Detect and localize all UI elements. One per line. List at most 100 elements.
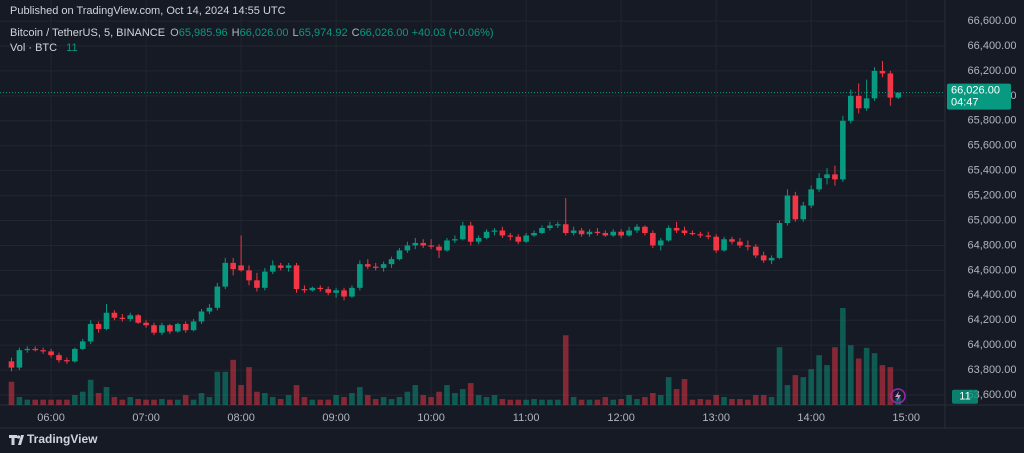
countdown: 04:47 <box>951 97 979 109</box>
volume-bar <box>380 397 387 405</box>
candle-body <box>760 255 767 261</box>
volume-bar <box>293 385 300 405</box>
candle-body <box>230 262 236 270</box>
volume-bar <box>523 399 529 405</box>
x-tick-label: 15:00 <box>892 412 920 424</box>
volume-bar <box>452 393 458 405</box>
event-icon[interactable] <box>890 388 906 404</box>
x-tick-label: 10:00 <box>417 412 445 424</box>
candle-body <box>151 325 157 333</box>
volume-bar <box>119 399 126 405</box>
x-tick-label: 07:00 <box>132 412 160 424</box>
volume-bar <box>895 397 902 405</box>
y-tick-label: 64,200.00 <box>968 314 1017 326</box>
plot <box>0 0 945 405</box>
volume-bar <box>325 399 331 405</box>
candle-body <box>840 120 846 180</box>
volume-bar <box>713 395 719 405</box>
y-tick-label: 65,000.00 <box>968 214 1017 226</box>
candle-body <box>642 226 648 233</box>
volume-value-box <box>952 389 978 404</box>
change: +40.03 (+0.06%) <box>411 27 494 39</box>
y-tick-label: 64,600.00 <box>968 264 1017 276</box>
candle-body <box>301 289 308 291</box>
y-tick-label: 64,400.00 <box>968 289 1017 301</box>
legend-value: 66,026.00 <box>359 27 409 39</box>
y-tick-label: 66,400.00 <box>968 40 1017 52</box>
volume-bar <box>729 399 735 405</box>
candle-body <box>16 350 23 368</box>
candle-body <box>285 265 292 268</box>
volume-bar <box>222 371 229 405</box>
volume-bar <box>32 399 39 405</box>
volume-bar <box>349 393 355 405</box>
candle-body <box>863 98 870 109</box>
volume-bar <box>650 393 656 405</box>
volume-bar <box>56 399 62 405</box>
candle-body <box>832 174 838 180</box>
candle-body <box>159 325 165 333</box>
volume-bar <box>167 399 173 405</box>
candle-body <box>24 348 31 351</box>
candle-body <box>847 95 854 121</box>
candle-body <box>452 239 458 241</box>
candle-body <box>594 231 601 233</box>
volume-bar <box>364 395 371 405</box>
volume-bar <box>776 347 783 405</box>
volume-bar <box>444 385 450 405</box>
volume-bar <box>8 381 15 405</box>
candle-body <box>467 225 474 242</box>
volume-bar <box>673 389 680 405</box>
volume-bar <box>16 397 23 405</box>
volume-bar <box>262 393 268 405</box>
volume-bar <box>697 399 704 405</box>
candle-body <box>713 236 719 251</box>
volume-bar <box>578 399 585 405</box>
volume-bar <box>475 395 482 405</box>
volume-bar <box>333 395 339 405</box>
candle-body <box>784 195 791 224</box>
volume-bar <box>341 397 347 405</box>
volume-bar <box>768 397 775 405</box>
candle-body <box>380 264 387 268</box>
candle-body <box>776 223 783 258</box>
y-tick-label: 66,200.00 <box>968 65 1017 77</box>
y-tick-label: 63,600.00 <box>968 389 1017 401</box>
last-price-box <box>947 83 1011 110</box>
volume-bar <box>784 385 791 405</box>
x-tick-label: 13:00 <box>702 412 730 424</box>
candle-body <box>705 235 712 237</box>
published-note: Published on TradingView.com, Oct 14, 20… <box>10 5 286 17</box>
candle-body <box>586 231 593 235</box>
volume-bar <box>301 397 308 405</box>
candle-body <box>887 73 894 98</box>
volume-bar <box>800 377 807 405</box>
volume-bar <box>847 345 854 405</box>
candle-body <box>190 321 197 331</box>
volume-bar <box>460 389 466 405</box>
candle-body <box>816 178 822 190</box>
x-tick-label: 06:00 <box>37 412 65 424</box>
candle-body <box>64 360 70 362</box>
y-tick-label: 64,800.00 <box>968 239 1017 251</box>
volume-bar <box>760 395 767 405</box>
candle-body <box>547 225 553 228</box>
volume-bar <box>808 369 814 405</box>
candle-body <box>752 246 759 256</box>
x-tick-label: 08:00 <box>227 412 255 424</box>
volume-bar <box>135 399 141 405</box>
volume-bar <box>412 385 419 405</box>
volume-bar <box>863 347 870 405</box>
volume-bar <box>174 399 181 405</box>
volume-bar <box>792 375 799 405</box>
volume-bar <box>887 367 894 405</box>
candle-body <box>404 245 411 251</box>
volume-bar <box>626 395 632 405</box>
candle-body <box>372 266 379 268</box>
candle-body <box>444 240 450 251</box>
candle-body <box>824 174 830 179</box>
candle-body <box>143 322 149 326</box>
candle-body <box>135 315 141 323</box>
candle-body <box>475 237 482 242</box>
